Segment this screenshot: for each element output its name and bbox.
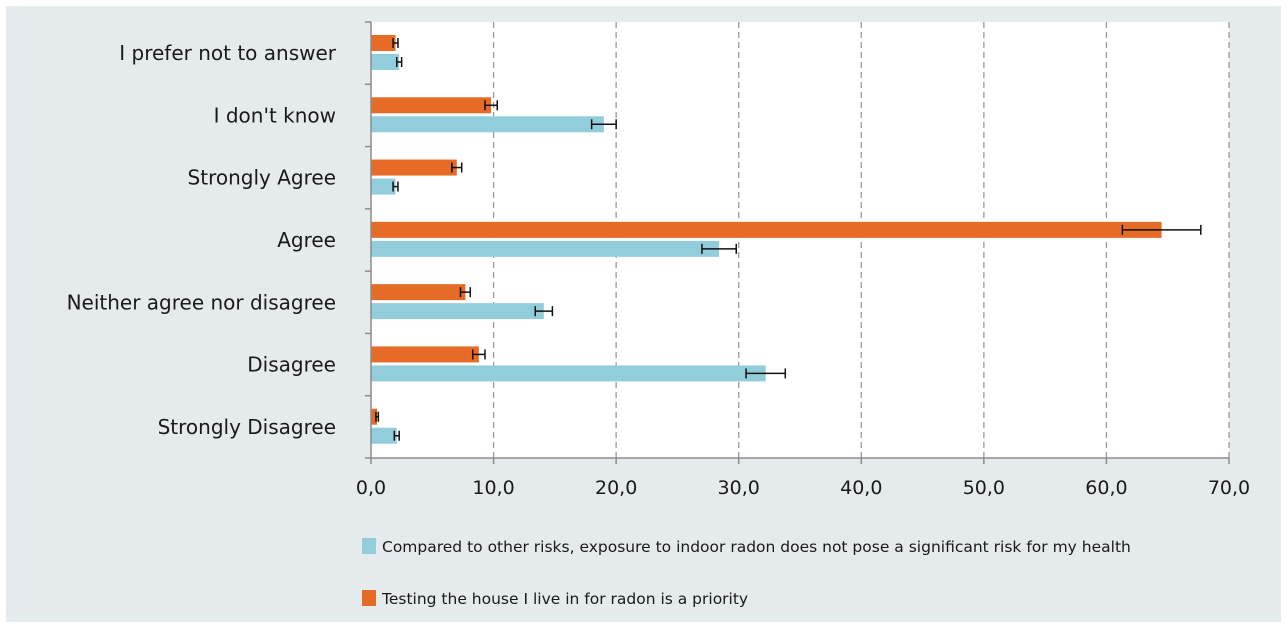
bar-s1-i-prefer-not-to-answer bbox=[371, 54, 400, 70]
category-label-strongly-disagree: Strongly Disagree bbox=[158, 415, 336, 439]
x-tick-label: 30,0 bbox=[718, 477, 760, 499]
legend-label-1: Compared to other risks, exposure to ind… bbox=[382, 538, 1131, 556]
category-label-disagree: Disagree bbox=[247, 353, 336, 377]
category-label-agree: Agree bbox=[277, 228, 336, 252]
x-tick-label: 50,0 bbox=[963, 477, 1005, 499]
bar-s0-strongly-agree bbox=[371, 159, 457, 176]
bar-s0-i-prefer-not-to-answer bbox=[371, 35, 396, 51]
chart-frame: I prefer not to answer I don't know Strong… bbox=[6, 6, 1281, 622]
category-label-i-don-t-know: I don't know bbox=[214, 103, 336, 127]
bar-s1-agree bbox=[371, 240, 720, 257]
x-tick-label: 70,0 bbox=[1208, 477, 1250, 499]
x-tick-label: 20,0 bbox=[595, 477, 637, 499]
plot-area bbox=[371, 22, 1229, 458]
legend-swatch-0 bbox=[362, 590, 376, 606]
bar-s0-disagree bbox=[371, 346, 479, 363]
bar-chart: I prefer not to answer I don't know Strong… bbox=[67, 21, 1250, 608]
x-tick-label: 40,0 bbox=[840, 477, 882, 499]
bar-s1-neither-agree-nor-disagree bbox=[371, 303, 544, 320]
bar-s1-strongly-agree bbox=[371, 178, 396, 195]
bar-s0-strongly-disagree bbox=[371, 408, 378, 425]
legend: Compared to other risks, exposure to ind… bbox=[362, 538, 1131, 608]
axes: I prefer not to answer I don't know Strong… bbox=[67, 21, 1250, 499]
category-label-strongly-agree: Strongly Agree bbox=[188, 166, 336, 190]
bar-s1-strongly-disagree bbox=[371, 427, 397, 444]
category-label-neither-agree-nor-disagree: Neither agree nor disagree bbox=[67, 290, 336, 314]
x-tick-label: 60,0 bbox=[1085, 477, 1127, 499]
x-tick-label: 0,0 bbox=[356, 477, 386, 499]
bar-s0-neither-agree-nor-disagree bbox=[371, 284, 466, 301]
grid-lines bbox=[492, 22, 1230, 458]
bar-s1-i-don-t-know bbox=[371, 116, 604, 133]
bar-s0-agree bbox=[371, 221, 1162, 238]
bar-s0-i-don-t-know bbox=[371, 97, 492, 114]
legend-swatch-1 bbox=[362, 538, 376, 554]
category-label-i-prefer-not-to-answer: I prefer not to answer bbox=[119, 41, 337, 65]
legend-label-0: Testing the house I live in for radon is… bbox=[381, 590, 748, 608]
bars bbox=[371, 35, 1202, 444]
bar-s1-disagree bbox=[371, 365, 766, 382]
x-tick-label: 10,0 bbox=[472, 477, 514, 499]
